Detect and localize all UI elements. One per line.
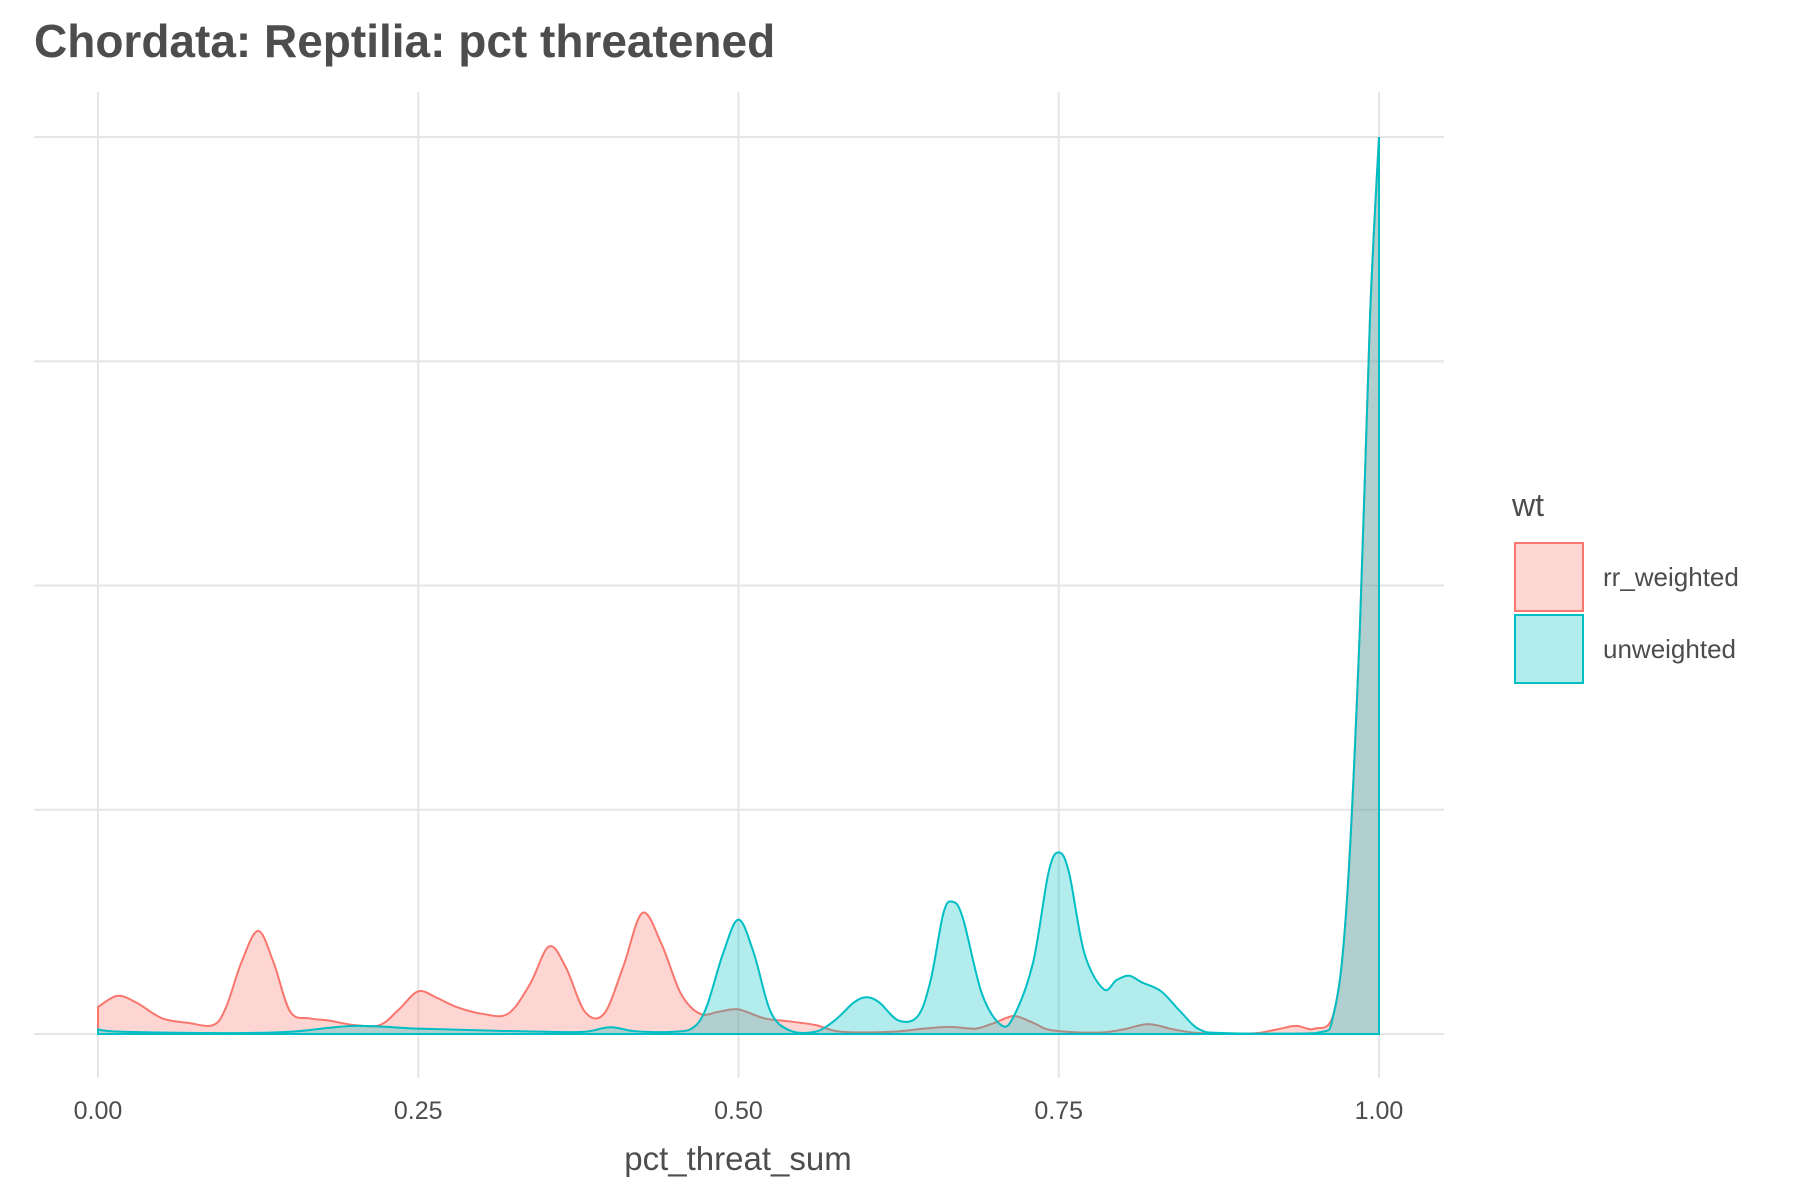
legend-label: unweighted	[1603, 634, 1736, 664]
x-tick-labels: 0.00 0.25 0.50 0.75 1.00	[74, 1097, 1404, 1125]
legend: wt rr_weighted unweighted	[1511, 487, 1739, 684]
legend-label: rr_weighted	[1603, 562, 1739, 592]
x-tick-label: 1.00	[1355, 1097, 1404, 1125]
legend-key-rr-weighted	[1514, 542, 1584, 612]
x-axis-title: pct_threat_sum	[624, 1140, 851, 1177]
x-tick-label: 0.25	[394, 1097, 443, 1125]
x-tick-label: 0.75	[1034, 1097, 1083, 1125]
chart-title: Chordata: Reptilia: pct threatened	[34, 15, 776, 67]
density-series	[97, 136, 1380, 1035]
density-line-unweighted	[97, 136, 1380, 1035]
legend-items: rr_weighted unweighted	[1514, 542, 1739, 684]
legend-key-unweighted	[1514, 614, 1584, 684]
legend-title: wt	[1511, 487, 1544, 523]
x-tick-label: 0.00	[74, 1097, 123, 1125]
x-tick-label: 0.50	[714, 1097, 763, 1125]
density-line-rr-weighted	[97, 136, 1380, 1035]
